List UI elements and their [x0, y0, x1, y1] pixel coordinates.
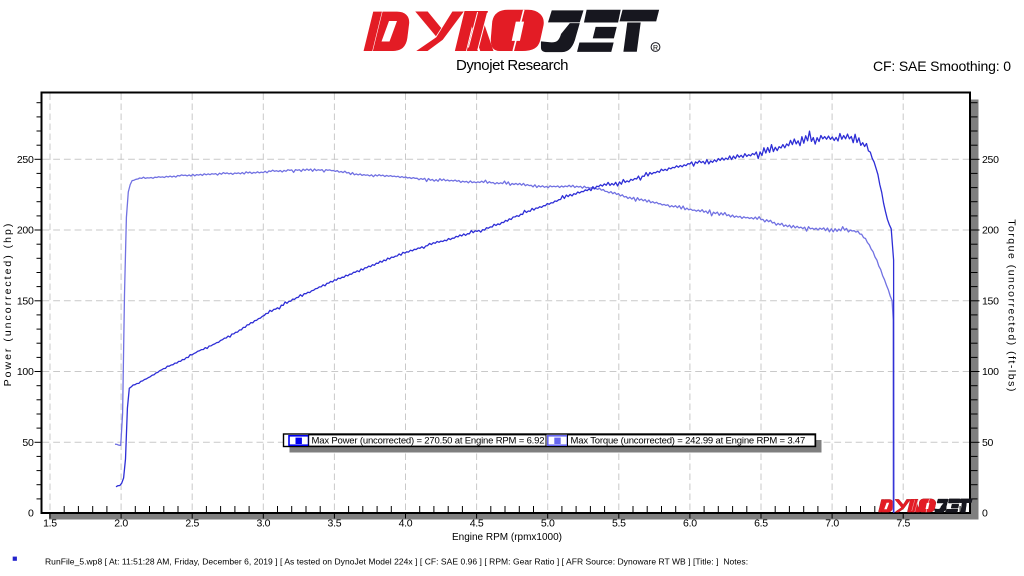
svg-text:Max Power (uncorrected) = 270.: Max Power (uncorrected) = 270.50 at Engi…	[312, 436, 545, 447]
svg-text:250: 250	[17, 154, 34, 166]
svg-text:50: 50	[982, 437, 994, 449]
svg-text:Torque (uncorrected) (ft-lbs): Torque (uncorrected) (ft-lbs)	[1006, 219, 1018, 393]
svg-text:150: 150	[17, 296, 34, 308]
svg-text:250: 250	[982, 154, 999, 166]
svg-text:3.0: 3.0	[256, 518, 270, 530]
svg-text:200: 200	[982, 225, 999, 237]
svg-text:150: 150	[982, 296, 999, 308]
svg-text:R: R	[653, 45, 658, 52]
svg-text:Engine RPM (rpmx1000): Engine RPM (rpmx1000)	[452, 532, 562, 543]
svg-text:Dynojet Research: Dynojet Research	[456, 57, 568, 74]
svg-text:200: 200	[17, 225, 34, 237]
svg-text:4.0: 4.0	[399, 518, 413, 530]
svg-text:1.5: 1.5	[43, 518, 57, 530]
svg-text:100: 100	[982, 366, 999, 378]
svg-text:4.5: 4.5	[470, 518, 484, 530]
svg-text:7.5: 7.5	[896, 518, 910, 530]
svg-text:Max Torque (uncorrected) = 242: Max Torque (uncorrected) = 242.99 at Eng…	[571, 436, 806, 447]
svg-text:Power (uncorrected) (hp): Power (uncorrected) (hp)	[2, 222, 14, 387]
svg-text:5.0: 5.0	[541, 518, 555, 530]
svg-text:50: 50	[22, 437, 34, 449]
svg-text:0: 0	[28, 508, 34, 520]
svg-text:2.5: 2.5	[185, 518, 199, 530]
svg-text:3.5: 3.5	[328, 518, 342, 530]
svg-text:5.5: 5.5	[612, 518, 626, 530]
svg-text:CF: SAE Smoothing: 0: CF: SAE Smoothing: 0	[873, 58, 1011, 74]
svg-text:7.0: 7.0	[825, 518, 839, 530]
svg-text:100: 100	[17, 366, 34, 378]
svg-text:6.0: 6.0	[683, 518, 697, 530]
svg-text:6.5: 6.5	[754, 518, 768, 530]
svg-text:RunFile_5.wp8 [ At: 11:51:28 A: RunFile_5.wp8 [ At: 11:51:28 AM, Friday,…	[45, 557, 748, 567]
svg-text:0: 0	[982, 508, 988, 520]
svg-text:2.0: 2.0	[114, 518, 128, 530]
